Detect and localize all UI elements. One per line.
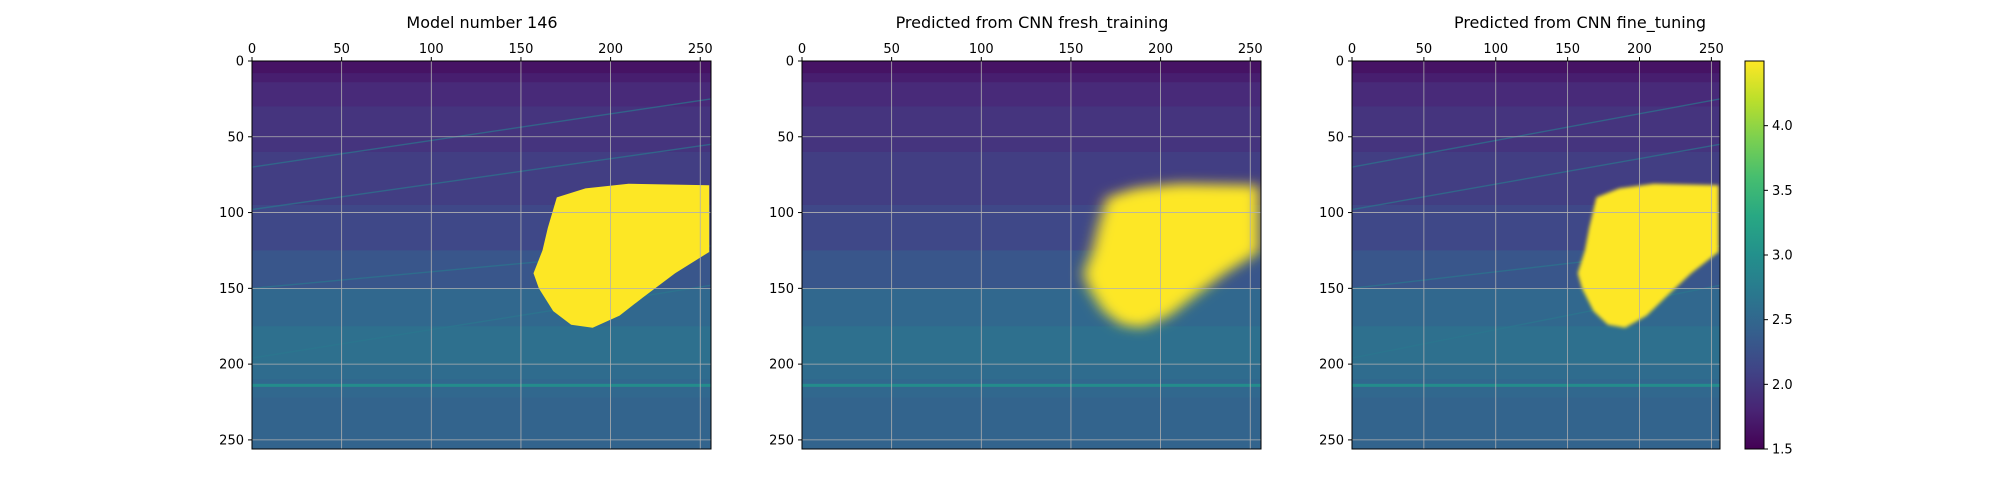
y-tick-label: 50 xyxy=(777,130,794,145)
x-tick-label: 150 xyxy=(1059,42,1084,57)
y-tick-label: 50 xyxy=(1327,130,1344,145)
reflector-streak xyxy=(252,143,711,211)
high-velocity-anomaly xyxy=(1577,183,1719,328)
reflector-streak xyxy=(1352,143,1720,211)
y-tick-label: 200 xyxy=(219,358,244,373)
x-tick-label: 250 xyxy=(1238,42,1263,57)
x-tick-label: 50 xyxy=(1416,42,1433,57)
velocity-layer xyxy=(252,106,711,153)
velocity-layer xyxy=(252,73,711,83)
high-velocity-anomaly xyxy=(1083,183,1260,328)
colorbar-tick-label: 2.5 xyxy=(1772,313,1793,328)
colorbar-gradient xyxy=(1744,60,1765,450)
anomaly-body xyxy=(1577,183,1719,328)
x-tick-label: 50 xyxy=(333,42,350,57)
colorbar-tick-label: 3.0 xyxy=(1772,249,1793,264)
velocity-layer xyxy=(802,82,1261,108)
heatmap-fresh-training xyxy=(802,61,1261,449)
y-tick-label: 50 xyxy=(227,130,244,145)
colorbar-tick-label: 4.0 xyxy=(1772,119,1793,134)
velocity-layer xyxy=(802,73,1261,83)
velocity-layer xyxy=(1352,106,1720,153)
velocity-layer xyxy=(802,326,1261,365)
x-tick-label: 200 xyxy=(598,42,623,57)
axes-frame xyxy=(1351,60,1721,450)
velocity-layer xyxy=(252,364,711,381)
y-tick-label: 0 xyxy=(236,55,244,70)
y-tick-label: 150 xyxy=(769,282,794,297)
x-tick-label: 100 xyxy=(1483,42,1508,57)
thin-layer xyxy=(252,383,711,387)
panel-model: Model number 146 0 50 100 150 200 250 0 50 100 15… xyxy=(219,13,713,450)
velocity-layer xyxy=(252,326,711,365)
anomaly-body xyxy=(1083,183,1260,328)
y-tick-label: 150 xyxy=(1319,282,1344,297)
panel-fresh-training: Predicted from CNN fresh_training 0 50 100… xyxy=(769,13,1263,450)
axes-frame xyxy=(251,60,712,450)
x-tick-label: 100 xyxy=(969,42,994,57)
y-tick-label: 100 xyxy=(769,206,794,221)
heatmap-model xyxy=(252,61,711,449)
reflector-streak xyxy=(252,98,711,168)
velocity-layer xyxy=(252,397,711,449)
anomaly-body xyxy=(533,183,710,328)
y-tick-label: 200 xyxy=(769,358,794,373)
x-tick-label: 100 xyxy=(419,42,444,57)
velocity-layer xyxy=(802,379,1261,399)
velocity-layer xyxy=(802,364,1261,381)
axes-fresh-training: 0 50 100 150 200 250 0 50 100 150 200 250 xyxy=(769,42,1263,450)
y-tick-label: 250 xyxy=(769,433,794,448)
thin-layer xyxy=(1352,383,1720,387)
x-tick-label: 50 xyxy=(883,42,900,57)
x-tick-label: 200 xyxy=(1627,42,1652,57)
panel-title: Model number 146 xyxy=(406,13,557,32)
colorbar-tick-label: 3.5 xyxy=(1772,184,1793,199)
x-tick-label: 0 xyxy=(798,42,806,57)
y-tick-label: 250 xyxy=(1319,433,1344,448)
velocity-layer xyxy=(1352,326,1720,365)
colorbar-tick-label: 1.5 xyxy=(1772,443,1793,458)
high-velocity-anomaly xyxy=(533,183,710,328)
x-tick-label: 0 xyxy=(248,42,256,57)
x-tick-label: 250 xyxy=(688,42,713,57)
velocity-layer xyxy=(802,397,1261,449)
velocity-layer xyxy=(1352,397,1720,449)
velocity-layer xyxy=(1352,73,1720,83)
y-tick-label: 200 xyxy=(1319,358,1344,373)
reflector-streak xyxy=(1352,98,1720,168)
velocity-layer xyxy=(802,106,1261,153)
colorbar: 1.5 2.0 2.5 3.0 3.5 4.0 xyxy=(1744,60,1793,458)
axes-model: 0 50 100 150 200 250 0 50 100 150 200 250 xyxy=(219,42,713,450)
x-tick-label: 150 xyxy=(1555,42,1580,57)
y-tick-label: 250 xyxy=(219,433,244,448)
x-tick-label: 200 xyxy=(1148,42,1173,57)
velocity-layer xyxy=(252,61,711,74)
heatmap-fine-tuning xyxy=(1352,61,1720,449)
x-tick-label: 0 xyxy=(1348,42,1356,57)
x-tick-label: 150 xyxy=(509,42,534,57)
velocity-layer xyxy=(1352,82,1720,108)
velocity-layer xyxy=(802,61,1261,74)
y-tick-label: 100 xyxy=(219,206,244,221)
velocity-layer xyxy=(1352,379,1720,399)
y-tick-label: 150 xyxy=(219,282,244,297)
velocity-layer xyxy=(1352,61,1720,74)
panel-title: Predicted from CNN fine_tuning xyxy=(1454,13,1706,33)
colorbar-tick-label: 2.0 xyxy=(1772,378,1793,393)
axes-fine-tuning: 0 50 100 150 200 250 0 50 100 150 200 250 xyxy=(1319,42,1724,450)
velocity-layer xyxy=(252,379,711,399)
panel-fine-tuning: Predicted from CNN fine_tuning 0 50 100 150… xyxy=(1319,13,1724,450)
y-tick-label: 0 xyxy=(1336,55,1344,70)
y-tick-label: 0 xyxy=(786,55,794,70)
velocity-layer xyxy=(1352,364,1720,381)
y-tick-label: 100 xyxy=(1319,206,1344,221)
velocity-layer xyxy=(252,82,711,108)
axes-frame xyxy=(801,60,1262,450)
panel-title: Predicted from CNN fresh_training xyxy=(896,13,1169,33)
thin-layer xyxy=(802,383,1261,387)
x-tick-label: 250 xyxy=(1699,42,1724,57)
